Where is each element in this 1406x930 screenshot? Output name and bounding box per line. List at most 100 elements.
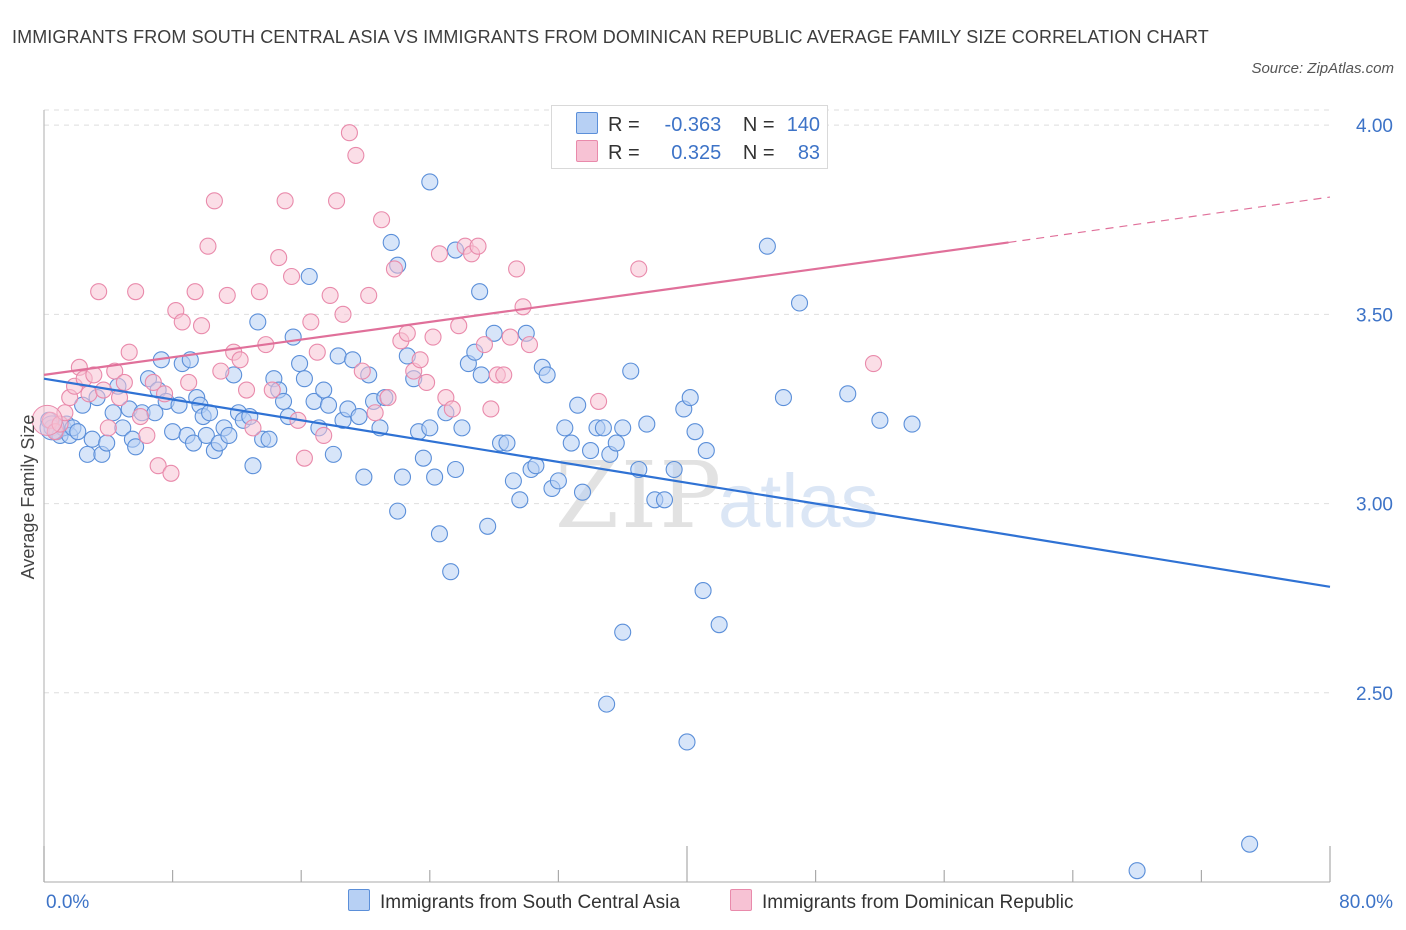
- legend-n-label-pink: N =: [742, 142, 775, 164]
- pink-point: [149, 457, 167, 475]
- bottom-legend-label-blue: Immigrants from South Central Asia: [380, 892, 680, 913]
- pink-point: [482, 400, 500, 418]
- bottom-legend-swatch-blue: [348, 889, 370, 911]
- blue-point: [614, 419, 632, 437]
- blue-point: [511, 491, 529, 509]
- legend-r-label-pink: R =: [608, 142, 640, 164]
- blue-point: [382, 233, 400, 252]
- pink-point: [263, 381, 281, 399]
- pink-point: [173, 313, 191, 331]
- y-tick-label-3: 4.00: [1356, 116, 1393, 137]
- blue-point: [421, 419, 439, 437]
- pink-point: [385, 260, 403, 278]
- blue-point: [573, 483, 592, 501]
- pink-point: [244, 419, 262, 437]
- legend-n-value-pink: 83: [797, 142, 821, 164]
- pink-cluster-point: [31, 404, 63, 436]
- blue-point: [581, 442, 600, 460]
- blue-point: [319, 396, 338, 414]
- blue-point: [104, 404, 122, 422]
- legend-swatch-blue: [576, 112, 598, 134]
- blue-point: [344, 351, 362, 369]
- pink-trend-line: [43, 241, 1009, 376]
- pink-point: [424, 328, 442, 346]
- pink-point: [443, 400, 461, 418]
- pink-point: [475, 336, 494, 354]
- pink-point: [127, 283, 145, 301]
- blue-point: [315, 381, 333, 399]
- blue-point: [414, 449, 432, 467]
- legend-r-label-blue: R =: [608, 114, 640, 136]
- blue-point: [300, 267, 318, 286]
- pink-point: [514, 298, 532, 316]
- blue-point: [504, 472, 522, 490]
- blue-point: [562, 434, 580, 452]
- blue-point: [1241, 835, 1259, 853]
- blue-point: [758, 237, 776, 255]
- legend-row-pink: R = 0.325 N = 83: [576, 140, 820, 166]
- blue-point: [350, 407, 368, 426]
- blue-point: [471, 283, 489, 301]
- blue-point: [197, 426, 215, 445]
- pink-point: [250, 283, 268, 301]
- pink-point: [328, 192, 346, 210]
- blue-point: [184, 434, 203, 452]
- pink-point: [85, 366, 103, 384]
- pink-point: [237, 381, 256, 399]
- blue-point: [681, 389, 699, 407]
- pink-point: [80, 385, 98, 403]
- legend-r-value-blue: -0.363: [664, 114, 722, 136]
- blue-point: [903, 415, 921, 433]
- blue-point: [614, 623, 632, 641]
- blue-point: [622, 362, 640, 380]
- blue-point: [220, 426, 238, 445]
- blue-point: [446, 460, 465, 479]
- pink-point: [192, 317, 211, 335]
- y-axis-label: Average Family Size: [18, 415, 38, 580]
- pink-point: [411, 351, 429, 369]
- pink-point: [379, 389, 397, 407]
- blue-point: [98, 434, 116, 452]
- blue-point: [426, 468, 444, 486]
- blue-point: [324, 445, 342, 463]
- blue-point: [638, 415, 656, 433]
- blue-point: [498, 434, 516, 452]
- pink-point: [111, 389, 129, 407]
- blue-point: [69, 423, 87, 441]
- pink-point: [138, 426, 156, 445]
- blue-point: [78, 445, 96, 463]
- blue-point: [421, 173, 439, 191]
- blue-point: [479, 517, 497, 535]
- pink-point: [590, 392, 608, 410]
- pink-point: [501, 328, 519, 346]
- pink-point: [302, 313, 320, 331]
- y-tick-label-2: 3.50: [1356, 305, 1393, 326]
- pink-point: [199, 237, 217, 255]
- pink-point: [120, 343, 138, 361]
- blue-point: [485, 324, 503, 342]
- blue-point: [284, 328, 302, 346]
- blue-point: [678, 733, 696, 751]
- pink-point: [495, 366, 513, 384]
- blue-point: [244, 457, 262, 475]
- pink-point: [430, 245, 448, 263]
- blue-point: [430, 525, 448, 543]
- tick-labels: 2.50 3.00 3.50 4.00 0.0% 80.0%: [46, 116, 1393, 913]
- y-tick-label-1: 3.00: [1356, 495, 1393, 516]
- x-tick-label-1: 80.0%: [1339, 892, 1393, 913]
- blue-point: [329, 347, 347, 365]
- pink-point: [340, 124, 358, 142]
- blue-point: [655, 491, 674, 509]
- correlation-legend: R = -0.363 N = 140 R = 0.325 N = 83: [551, 105, 828, 169]
- blue-point: [453, 419, 471, 437]
- pink-point: [418, 373, 436, 392]
- blue-point: [839, 385, 857, 403]
- pink-point: [186, 283, 204, 301]
- pink-point: [162, 464, 180, 482]
- bottom-legend-label-pink: Immigrants from Dominican Republic: [762, 892, 1074, 913]
- blue-point: [598, 695, 616, 713]
- pink-point: [630, 260, 648, 278]
- blue-point: [871, 411, 889, 429]
- blue-point: [790, 294, 809, 312]
